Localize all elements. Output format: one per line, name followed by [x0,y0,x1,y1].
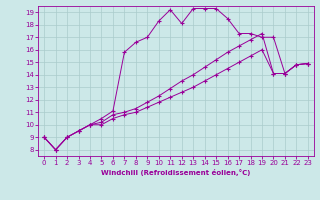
X-axis label: Windchill (Refroidissement éolien,°C): Windchill (Refroidissement éolien,°C) [101,169,251,176]
